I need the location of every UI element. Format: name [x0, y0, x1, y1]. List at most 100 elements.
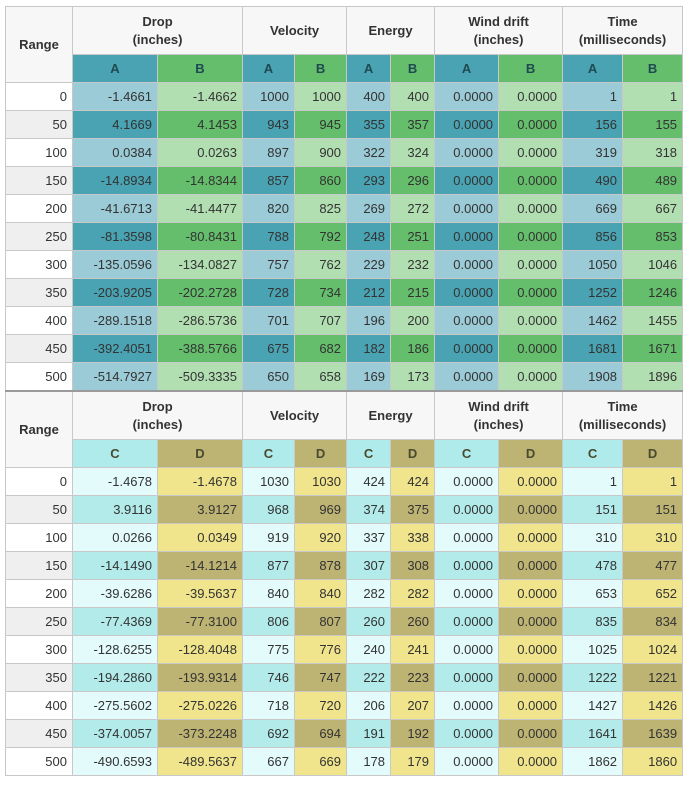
range-cell: 400: [5, 691, 73, 720]
wind-drift-cell-b: 0.0000: [498, 278, 564, 307]
wind-drift-cell-c: 0.0000: [434, 607, 500, 636]
time-cell-c: 653: [562, 579, 624, 608]
series-b-header: B: [157, 54, 243, 83]
velocity-cell-d: 969: [293, 495, 348, 524]
time-cell-b: 1246: [622, 278, 684, 307]
energy-cell-d: 192: [390, 719, 436, 748]
time-header-line: Time: [607, 398, 638, 414]
time-cell-d: 834: [622, 607, 684, 636]
energy-cell-b: 200: [390, 306, 436, 335]
time-cell-d: 1426: [622, 691, 684, 720]
energy-cell-a: 169: [346, 362, 392, 392]
wind-drift-cell-c: 0.0000: [434, 719, 500, 748]
time-cell-d: 1024: [622, 635, 684, 664]
series-a-header: A: [434, 54, 500, 83]
wind-drift-cell-d: 0.0000: [498, 747, 564, 776]
wind-drift-cell-b: 0.0000: [498, 166, 564, 195]
velocity-header-label: Velocity: [269, 407, 320, 423]
drop-cell-b: -80.8431: [157, 222, 243, 251]
ballistics-comparison: Range Drop (inches) Velocity Energy Wind drif…: [5, 6, 684, 776]
range-cell: 250: [5, 607, 73, 636]
velocity-cell-a: 675: [242, 334, 295, 363]
series-b-header: B: [390, 54, 436, 83]
table-row: 0 -1.4661 -1.4662 1000 1000 400 400 0.0000 0.000…: [5, 82, 684, 111]
drop-cell-d: -128.4048: [157, 635, 243, 664]
velocity-cell-d: 878: [293, 551, 348, 580]
wind-drift-header: Wind drift (inches): [434, 6, 564, 55]
time-cell-b: 667: [622, 194, 684, 223]
range-cell: 50: [5, 110, 73, 139]
range-cell: 200: [5, 579, 73, 608]
drop-cell-c: -14.1490: [72, 551, 158, 580]
time-cell-a: 1: [562, 82, 624, 111]
energy-cell-c: 424: [346, 467, 392, 496]
time-header: Time (milliseconds): [562, 6, 684, 55]
time-cell-d: 1221: [622, 663, 684, 692]
series-b-header: B: [293, 54, 348, 83]
range-cell: 350: [5, 278, 73, 307]
wind-drift-cell-b: 0.0000: [498, 82, 564, 111]
velocity-cell-c: 667: [242, 747, 295, 776]
velocity-cell-d: 747: [293, 663, 348, 692]
drop-cell-c: 0.0266: [72, 523, 158, 552]
energy-cell-c: 222: [346, 663, 392, 692]
series-c-header: C: [562, 439, 624, 468]
velocity-cell-d: 1030: [293, 467, 348, 496]
drop-header: Drop (inches): [72, 6, 243, 55]
wind-drift-cell-d: 0.0000: [498, 607, 564, 636]
energy-cell-c: 374: [346, 495, 392, 524]
range-cell: 200: [5, 194, 73, 223]
velocity-cell-a: 728: [242, 278, 295, 307]
velocity-cell-d: 669: [293, 747, 348, 776]
drop-cell-a: -135.0596: [72, 250, 158, 279]
wind-drift-cell-b: 0.0000: [498, 306, 564, 335]
energy-cell-b: 173: [390, 362, 436, 392]
drop-cell-c: -194.2860: [72, 663, 158, 692]
velocity-cell-b: 707: [293, 306, 348, 335]
time-cell-c: 1862: [562, 747, 624, 776]
time-cell-b: 489: [622, 166, 684, 195]
energy-cell-a: 229: [346, 250, 392, 279]
wind-drift-cell-a: 0.0000: [434, 362, 500, 392]
wind-drift-cell-c: 0.0000: [434, 663, 500, 692]
drop-header-line: Drop: [142, 13, 173, 29]
wind-drift-cell-b: 0.0000: [498, 110, 564, 139]
drop-cell-b: -202.2728: [157, 278, 243, 307]
wind-drift-cell-a: 0.0000: [434, 222, 500, 251]
header-row: Range Drop (inches) Velocity Energy Wind drif…: [5, 6, 684, 83]
series-a-header: A: [242, 54, 295, 83]
energy-cell-d: 308: [390, 551, 436, 580]
drop-cell-c: -39.6286: [72, 579, 158, 608]
time-cell-c: 1025: [562, 635, 624, 664]
wind-drift-cell-d: 0.0000: [498, 579, 564, 608]
energy-cell-c: 178: [346, 747, 392, 776]
energy-cell-d: 260: [390, 607, 436, 636]
drop-cell-b: -388.5766: [157, 334, 243, 363]
time-cell-b: 1896: [622, 362, 684, 392]
header-row: Range Drop (inches) Velocity Energy Wind drif…: [5, 390, 684, 468]
energy-cell-b: 400: [390, 82, 436, 111]
time-cell-c: 1427: [562, 691, 624, 720]
table-row: 350 -194.2860 -193.9314 746 747 222 223 0.0000 0…: [5, 663, 684, 692]
series-c-header: C: [434, 439, 500, 468]
drop-cell-a: -1.4661: [72, 82, 158, 111]
wind-drift-cell-c: 0.0000: [434, 467, 500, 496]
drop-cell-a: -514.7927: [72, 362, 158, 392]
velocity-cell-c: 692: [242, 719, 295, 748]
table-row: 300 -135.0596 -134.0827 757 762 229 232 0.0000 0…: [5, 250, 684, 279]
drop-cell-c: -374.0057: [72, 719, 158, 748]
series-a-header: A: [72, 54, 158, 83]
energy-header-label: Energy: [368, 407, 413, 423]
velocity-cell-d: 776: [293, 635, 348, 664]
wind-drift-cell-a: 0.0000: [434, 306, 500, 335]
velocity-header-label: Velocity: [269, 22, 320, 38]
drop-cell-a: -81.3598: [72, 222, 158, 251]
velocity-cell-d: 807: [293, 607, 348, 636]
drop-cell-c: 3.9116: [72, 495, 158, 524]
ballistics-table: Range Drop (inches) Velocity Energy Wind drif…: [5, 6, 684, 776]
energy-header: Energy: [346, 6, 436, 55]
energy-cell-d: 207: [390, 691, 436, 720]
time-cell-c: 835: [562, 607, 624, 636]
time-cell-b: 1455: [622, 306, 684, 335]
